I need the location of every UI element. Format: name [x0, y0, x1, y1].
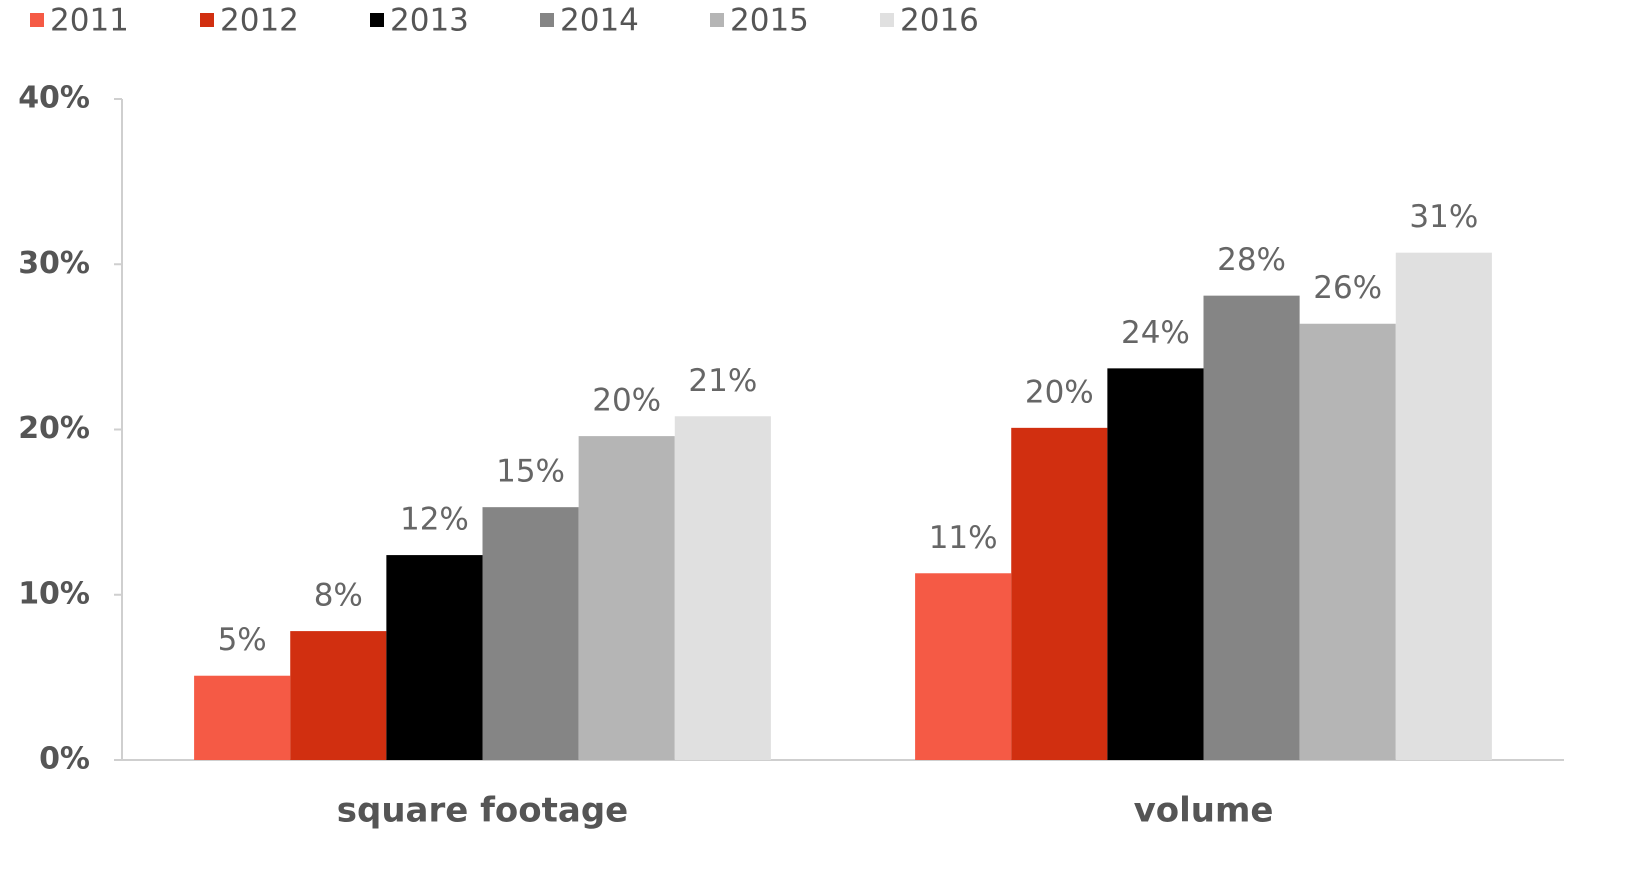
value-label: 20% — [1025, 374, 1094, 410]
y-tick-label: 0% — [39, 742, 90, 777]
legend-swatch — [30, 13, 44, 27]
y-tick-label: 40% — [18, 81, 90, 116]
legend-label: 2015 — [730, 3, 809, 39]
x-tick-label: volume — [1134, 791, 1274, 831]
bar — [1203, 295, 1300, 760]
legend-label: 2011 — [50, 3, 129, 39]
legend-label: 2014 — [560, 3, 639, 39]
legend-label: 2013 — [390, 3, 469, 39]
value-label: 5% — [218, 622, 267, 658]
y-tick-label: 30% — [18, 246, 90, 281]
legend-label: 2012 — [220, 3, 299, 39]
value-label: 24% — [1121, 315, 1190, 351]
value-label: 31% — [1409, 199, 1478, 235]
legend-swatch — [370, 13, 384, 27]
y-tick-label: 20% — [18, 411, 90, 446]
bar — [578, 436, 675, 760]
legend-swatch — [880, 13, 894, 27]
value-label: 11% — [929, 520, 998, 556]
bar — [1299, 323, 1396, 760]
x-tick-label: square footage — [337, 791, 629, 831]
legend-label: 2016 — [900, 3, 979, 39]
value-label: 21% — [688, 363, 757, 399]
y-tick-label: 10% — [18, 576, 90, 611]
bar — [1011, 427, 1108, 760]
bar — [674, 416, 771, 760]
value-label: 12% — [400, 502, 469, 538]
bar — [1395, 252, 1492, 760]
value-label: 26% — [1313, 270, 1382, 306]
legend-swatch — [710, 13, 724, 27]
bar — [915, 573, 1012, 760]
value-label: 15% — [496, 454, 565, 490]
bar — [386, 555, 483, 760]
value-label: 8% — [314, 578, 363, 614]
value-label: 20% — [592, 383, 661, 419]
bar — [290, 631, 387, 760]
bar — [194, 675, 291, 760]
legend-swatch — [200, 13, 214, 27]
legend-swatch — [540, 13, 554, 27]
value-label: 28% — [1217, 242, 1286, 278]
bar — [1107, 368, 1204, 760]
bar — [482, 507, 579, 760]
